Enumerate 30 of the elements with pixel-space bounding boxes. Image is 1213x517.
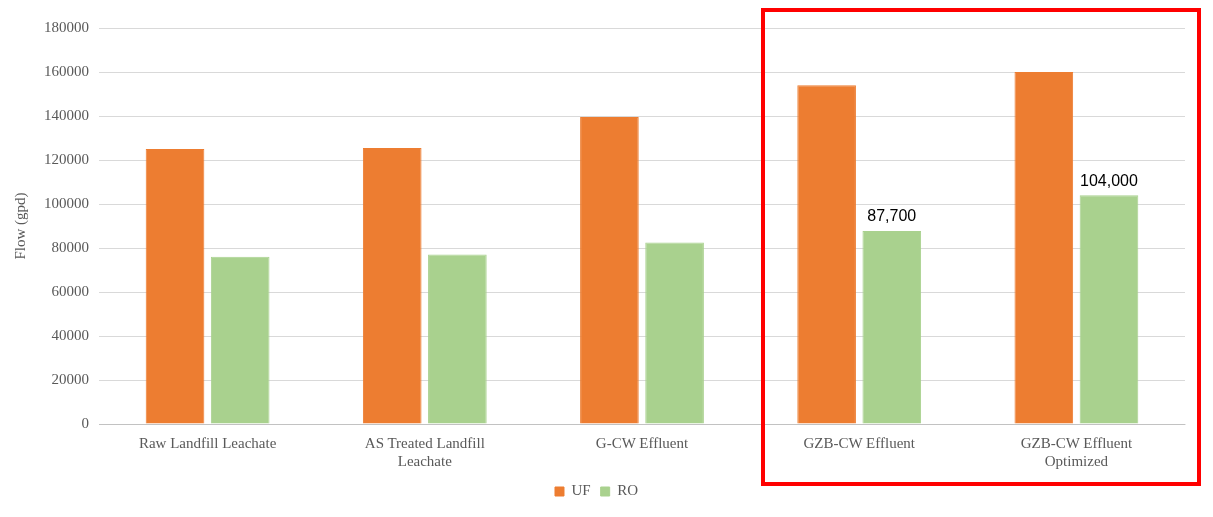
bar [797,85,856,424]
y-tick-label: 80000 [51,238,89,255]
y-tick-label: 100000 [44,194,89,211]
x-tick-label: GZB-CW Effluent Optimized [1020,434,1133,469]
x-tick-label: AS Treated Landfill Leachate [364,434,485,469]
bar [210,256,270,424]
data-label: 104,000 [1080,171,1138,189]
bar [862,231,922,424]
bar [145,149,205,424]
bar [362,147,422,424]
bar [1014,72,1074,424]
legend-label: RO [617,482,639,499]
bar [1079,195,1139,424]
bar [580,117,639,424]
y-tick-label: 0 [81,414,89,431]
x-tick-label: G-CW Effluent [595,434,689,451]
y-tick-label: 60000 [51,282,89,299]
y-tick-label: 140000 [44,106,89,123]
x-tick-label: GZB-CW Effluent [803,434,916,451]
bar [428,254,487,424]
y-tick-label: 120000 [44,150,89,167]
legend-label: UF [571,482,591,499]
x-tick-label: Raw Landfill Leachate [138,434,277,451]
y-tick-label: 40000 [51,326,89,343]
y-tick-label: 160000 [44,62,89,79]
bar [645,242,704,424]
y-tick-label: 20000 [51,370,89,387]
y-tick-label: 180000 [44,18,89,35]
data-label: 87,700 [867,207,917,225]
y-axis-title: Flow (gpd) [11,192,29,260]
